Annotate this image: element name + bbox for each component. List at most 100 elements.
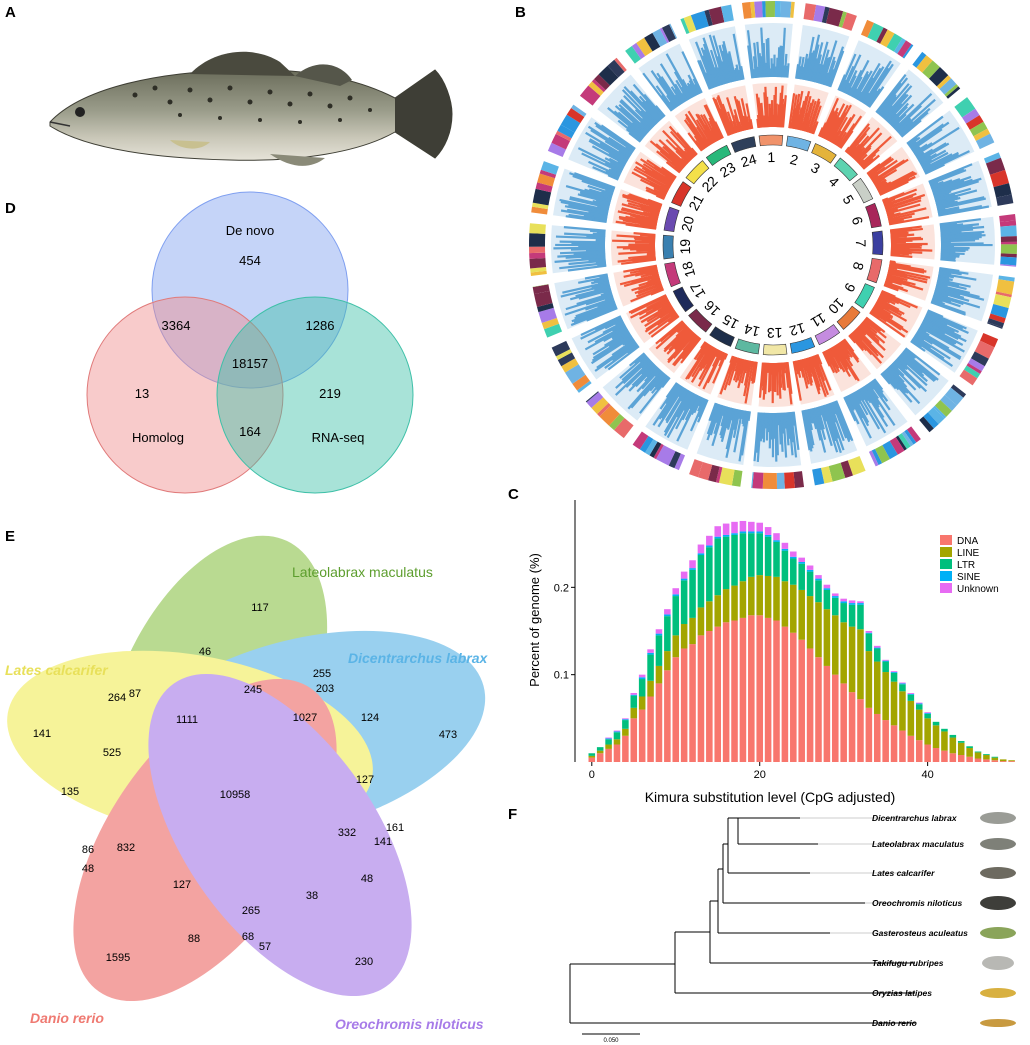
bar-segment-dna bbox=[882, 720, 889, 762]
blue-track-bar bbox=[885, 368, 909, 394]
blue-track-bar bbox=[918, 154, 932, 164]
blue-track-bar bbox=[630, 371, 664, 409]
venn-e-count: 127 bbox=[356, 774, 374, 786]
blue-track-bar bbox=[640, 110, 656, 127]
blue-track-bar bbox=[604, 343, 639, 369]
bar-segment-ltr bbox=[630, 695, 638, 708]
blue-track-bar bbox=[681, 51, 703, 94]
blue-track-bar bbox=[677, 387, 686, 398]
legend-swatch bbox=[940, 547, 952, 557]
venn-d-count: 454 bbox=[239, 253, 261, 268]
blue-track-bar bbox=[938, 272, 977, 281]
outer-band-block bbox=[928, 67, 949, 87]
blue-track-bar bbox=[938, 270, 952, 276]
blue-track-bar bbox=[933, 293, 964, 306]
outer-band-block bbox=[962, 108, 980, 124]
red-track-bar bbox=[660, 166, 677, 179]
blue-track-bar bbox=[760, 56, 764, 78]
blue-track-bar bbox=[596, 205, 610, 211]
outer-band-block bbox=[718, 467, 735, 486]
outer-band-block bbox=[555, 349, 572, 360]
chromosome-11 bbox=[814, 324, 841, 346]
blue-track-bar bbox=[801, 410, 811, 451]
red-track-bar bbox=[729, 355, 734, 364]
outer-band-block bbox=[784, 472, 795, 489]
blue-track-bar bbox=[741, 410, 746, 425]
blue-track-bar bbox=[938, 269, 962, 276]
blue-track-bar bbox=[930, 179, 953, 189]
taxon-label: Lates calcarifer bbox=[872, 868, 935, 878]
blue-track-bar bbox=[676, 391, 693, 418]
blue-track-bar bbox=[940, 225, 973, 231]
blue-track-bar bbox=[665, 387, 687, 422]
blue-track-bar bbox=[910, 340, 926, 352]
chromosome-label: 11 bbox=[808, 310, 829, 331]
bar-segment-sine bbox=[647, 652, 654, 655]
outer-band-block bbox=[661, 24, 676, 42]
outer-band-block bbox=[591, 397, 609, 415]
bar-segment-line bbox=[907, 700, 915, 736]
outer-band-block bbox=[790, 1, 795, 18]
bar-segment-dna bbox=[680, 648, 688, 762]
blue-track-bar bbox=[597, 299, 615, 308]
blue-track-bar bbox=[934, 288, 965, 299]
blue-track-bar bbox=[940, 223, 980, 230]
chromosome-4 bbox=[833, 157, 858, 182]
blue-track-bar bbox=[809, 408, 815, 424]
bar-segment-unknown bbox=[857, 601, 864, 604]
blue-track-bar bbox=[915, 332, 934, 345]
chromosome-18 bbox=[664, 261, 681, 288]
blue-track-bar bbox=[697, 59, 711, 90]
blue-track-bar bbox=[899, 107, 931, 136]
outer-band-block bbox=[652, 28, 668, 47]
blue-track-bar bbox=[788, 412, 794, 443]
chart-bars bbox=[588, 520, 1015, 762]
blue-track-bar bbox=[933, 192, 950, 199]
bar-segment-dna bbox=[773, 620, 780, 762]
blue-track-bar bbox=[928, 168, 965, 185]
blue-track-bar bbox=[913, 143, 928, 155]
blue-track-bar bbox=[604, 189, 614, 194]
bar-segment-unknown bbox=[764, 527, 772, 535]
blue-track-bar bbox=[759, 412, 764, 442]
blue-track-bar bbox=[585, 294, 614, 306]
bar-segment-ltr bbox=[748, 533, 755, 577]
bar-segment-line bbox=[680, 624, 688, 649]
red-track-bar bbox=[822, 351, 831, 367]
outer-band-block bbox=[529, 223, 546, 234]
blue-track-bar bbox=[872, 379, 884, 394]
blue-track-bar bbox=[569, 172, 615, 191]
outer-band-block bbox=[842, 12, 857, 31]
blue-track-bar bbox=[604, 296, 614, 301]
blue-track-bar bbox=[774, 412, 778, 462]
bar-segment-unknown bbox=[638, 674, 646, 678]
bar-segment-dna bbox=[655, 683, 663, 762]
blue-track-bar bbox=[940, 250, 956, 254]
blue-track-bar bbox=[878, 93, 897, 116]
blue-track-bar bbox=[660, 76, 682, 106]
blue-track-bar bbox=[930, 180, 944, 188]
blue-track-bar bbox=[897, 356, 908, 367]
blue-track-bar bbox=[573, 304, 617, 324]
chromosome-label: 16 bbox=[701, 297, 723, 319]
blue-track-bar bbox=[652, 384, 682, 426]
blue-track-bar bbox=[697, 397, 706, 412]
chart-ylabel: Percent of genome (%) bbox=[527, 553, 542, 687]
outer-band-block bbox=[973, 128, 991, 141]
blue-track-bar bbox=[595, 124, 635, 152]
bar-segment-sine bbox=[924, 713, 931, 714]
blue-track-bar bbox=[863, 67, 890, 105]
bar-segment-ltr bbox=[932, 721, 940, 726]
blue-track-bar bbox=[565, 293, 613, 311]
bar-segment-sine bbox=[848, 603, 856, 605]
blue-track-bar bbox=[930, 301, 966, 316]
blue-track-bar bbox=[831, 401, 848, 439]
chromosome-21 bbox=[671, 181, 692, 207]
blue-track-bar bbox=[654, 373, 667, 388]
outer-band-block bbox=[690, 10, 709, 31]
blue-track-bar bbox=[917, 142, 947, 161]
outer-band-block bbox=[762, 1, 766, 18]
blue-track-bar bbox=[560, 200, 609, 213]
blue-track-bar bbox=[702, 43, 720, 87]
blue-track-bar bbox=[901, 351, 937, 381]
